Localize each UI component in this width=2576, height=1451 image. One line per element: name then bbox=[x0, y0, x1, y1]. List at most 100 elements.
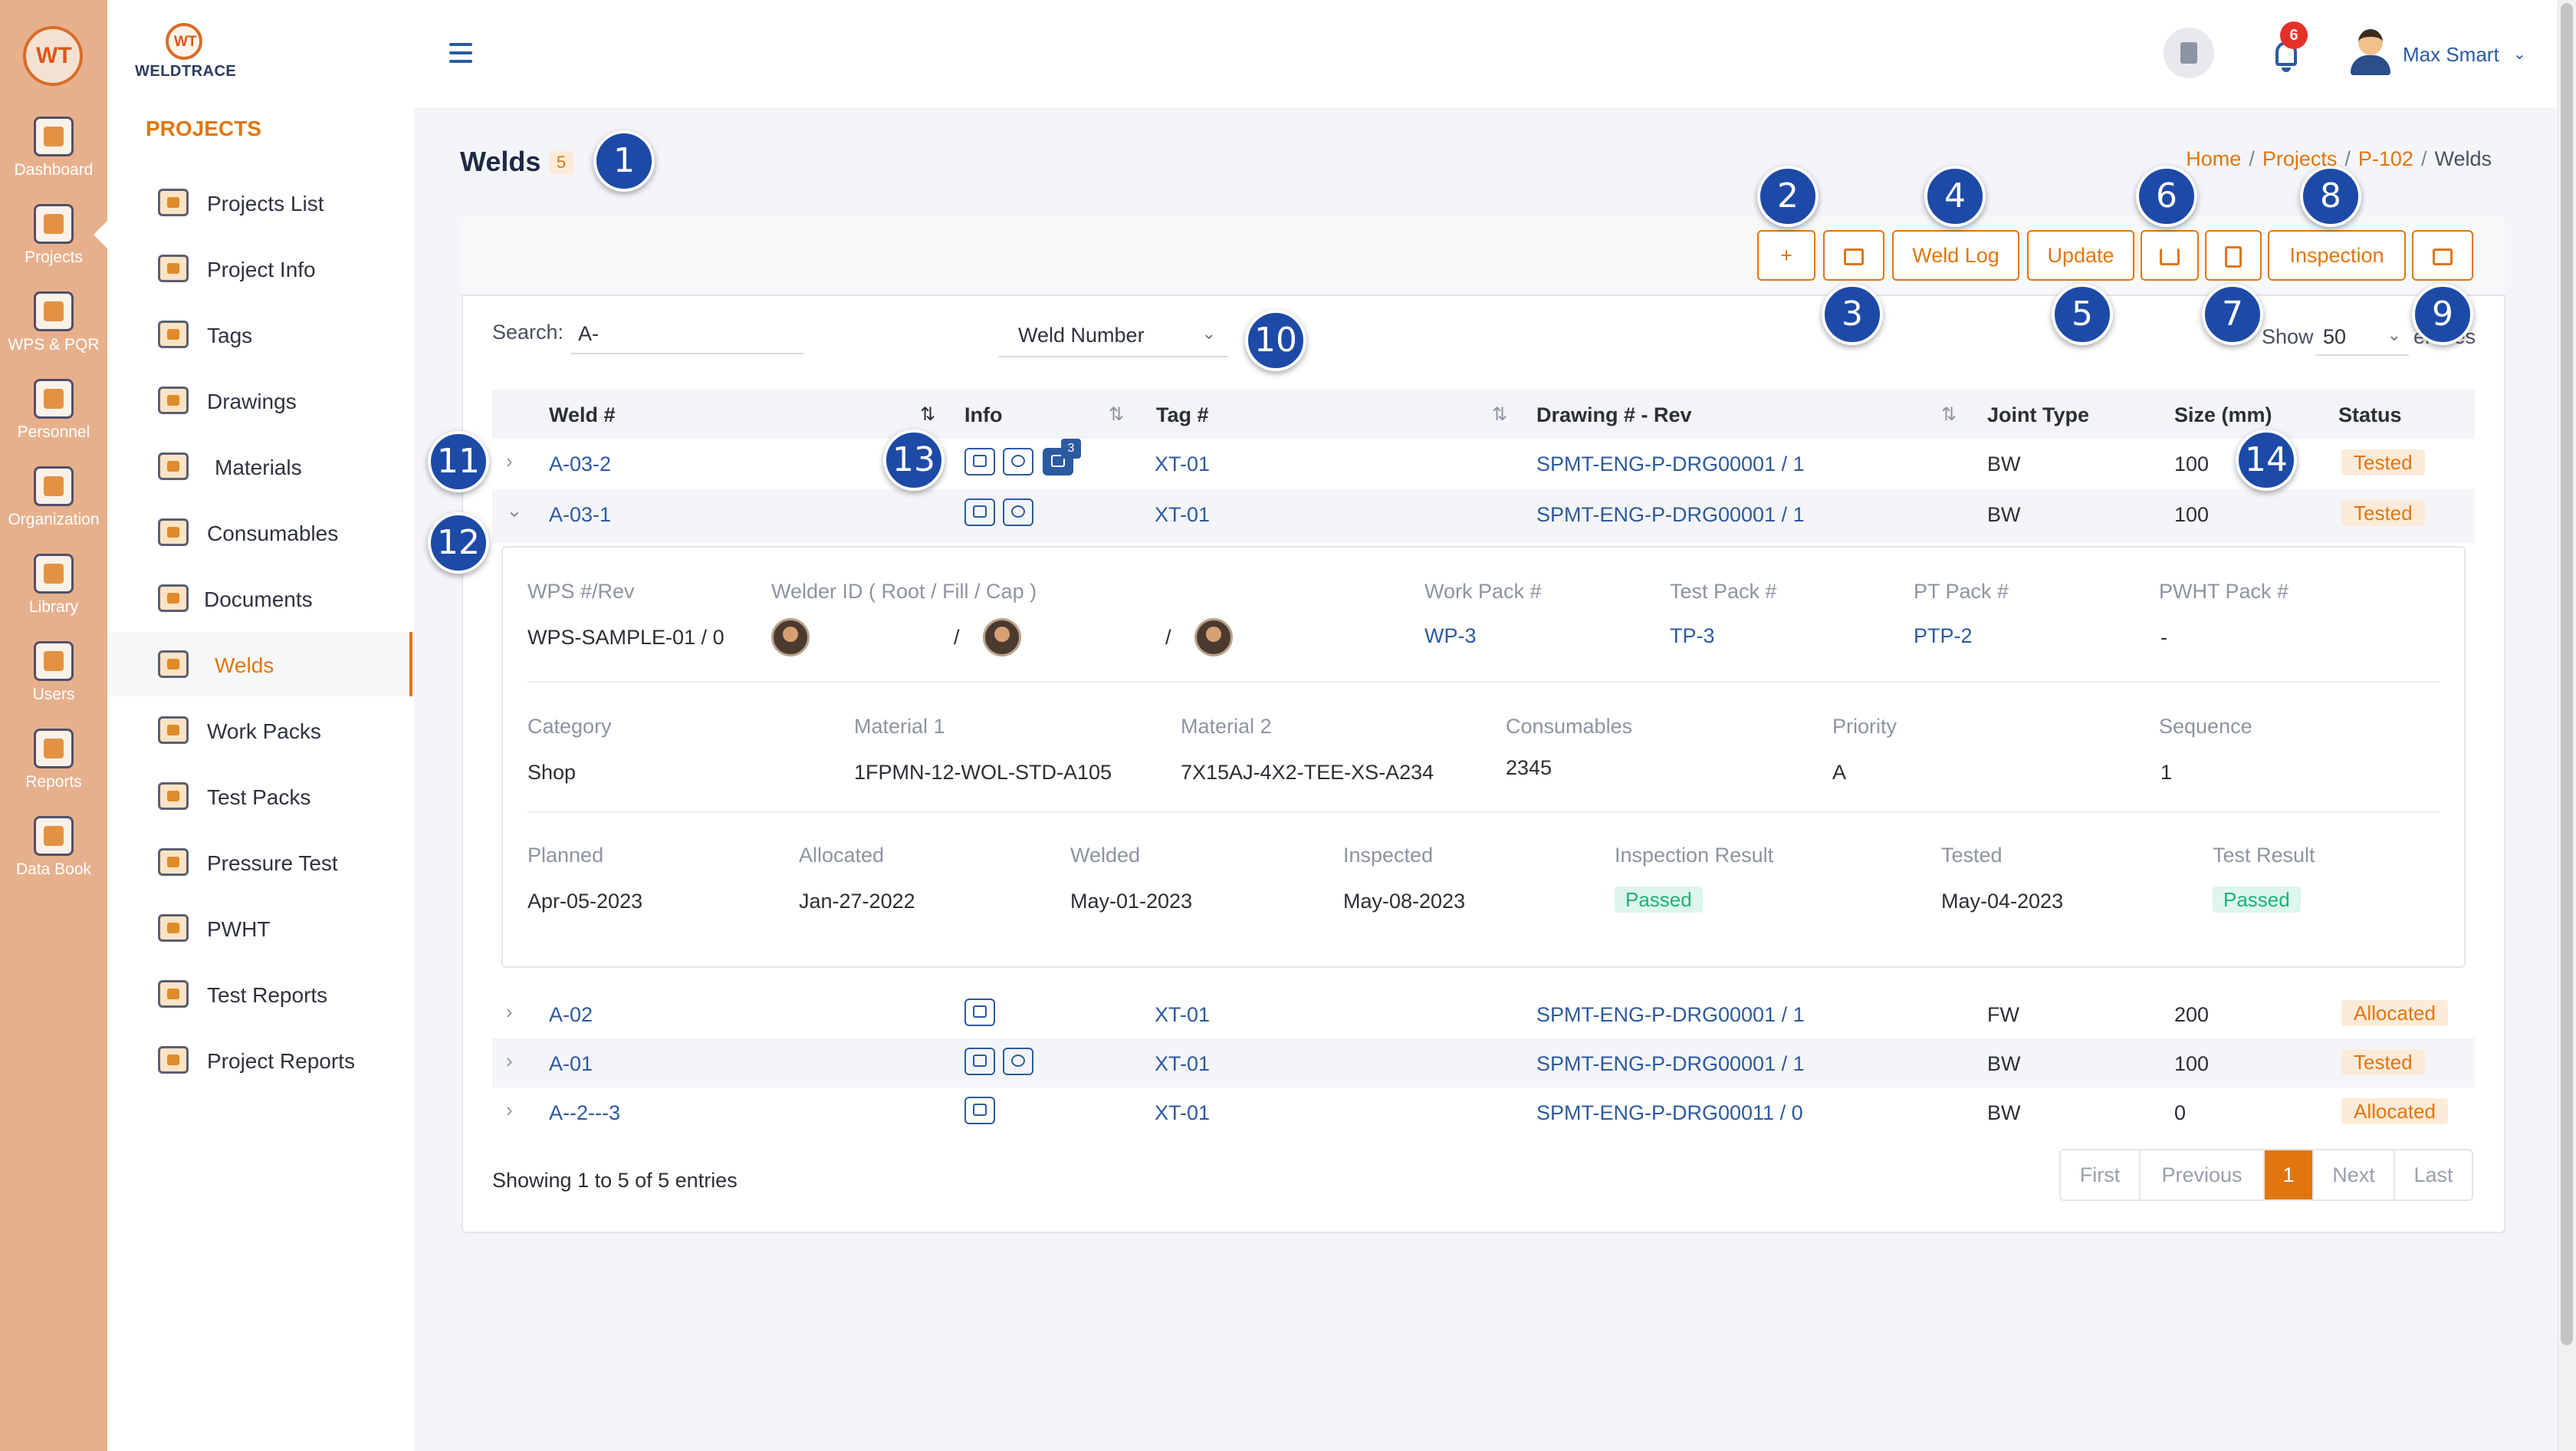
weld-number-link[interactable]: A--2---3 bbox=[549, 1101, 620, 1124]
column-header-size[interactable]: Size (mm) bbox=[2174, 403, 2272, 426]
hamburger-menu-icon[interactable] bbox=[449, 43, 472, 64]
sort-icon[interactable]: ⇅ bbox=[920, 404, 936, 425]
drawing-link[interactable]: SPMT-ENG-P-DRG00001 / 1 bbox=[1536, 503, 1805, 526]
rail-item-personnel[interactable]: Personnel bbox=[0, 379, 107, 463]
weld-log-button[interactable]: Weld Log bbox=[1892, 230, 2019, 281]
sidebar-item-test-reports[interactable]: Test Reports bbox=[107, 962, 412, 1026]
tag-link[interactable]: XT-01 bbox=[1155, 1003, 1211, 1026]
document-info-icon[interactable] bbox=[964, 1097, 995, 1124]
rail-item-library[interactable]: Library bbox=[0, 554, 107, 638]
pt-pack-link[interactable]: PTP-2 bbox=[1914, 624, 1973, 647]
column-header-status[interactable]: Status bbox=[2338, 403, 2402, 426]
welder-root-avatar[interactable] bbox=[771, 618, 810, 656]
tag-link[interactable]: XT-01 bbox=[1155, 452, 1211, 475]
sort-icon[interactable]: ⇅ bbox=[1109, 404, 1125, 425]
work-pack-link[interactable]: WP-3 bbox=[1424, 624, 1477, 647]
sort-icon[interactable]: ⇅ bbox=[1492, 404, 1508, 425]
sidebar-item-drawings[interactable]: Drawings bbox=[107, 368, 412, 433]
pagination-first[interactable]: First bbox=[2061, 1150, 2141, 1199]
tag-link[interactable]: XT-01 bbox=[1155, 503, 1211, 526]
rail-item-reports[interactable]: Reports bbox=[0, 729, 107, 813]
table-row[interactable]: › A-03-2 3 XT-01 SPMT-ENG-P-DRG00001 / 1… bbox=[492, 439, 2475, 488]
drawing-link[interactable]: SPMT-ENG-P-DRG00001 / 1 bbox=[1536, 1003, 1805, 1026]
drawing-link[interactable]: SPMT-ENG-P-DRG00011 / 0 bbox=[1536, 1101, 1803, 1124]
weld-number-link[interactable]: A-03-1 bbox=[549, 503, 612, 526]
sidebar-item-consumables[interactable]: Consumables bbox=[107, 500, 412, 564]
table-row[interactable]: › A--2---3 XT-01 SPMT-ENG-P-DRG00011 / 0… bbox=[492, 1087, 2475, 1137]
sidebar-item-tags[interactable]: Tags bbox=[107, 302, 412, 367]
breadcrumb-home[interactable]: Home bbox=[2186, 147, 2242, 170]
export-excel-button[interactable] bbox=[2205, 230, 2262, 281]
inspect-magnifier-icon[interactable] bbox=[1003, 498, 1033, 526]
rail-item-dashboard[interactable]: Dashboard bbox=[0, 117, 107, 201]
rail-item-users[interactable]: Users bbox=[0, 641, 107, 726]
table-row[interactable]: › A-02 XT-01 SPMT-ENG-P-DRG00001 / 1 FW … bbox=[492, 989, 2475, 1038]
pagination-previous[interactable]: Previous bbox=[2141, 1150, 2265, 1199]
weld-number-link[interactable]: A-02 bbox=[549, 1003, 593, 1026]
download-button[interactable] bbox=[2141, 230, 2199, 281]
inspection-button[interactable]: Inspection bbox=[2268, 230, 2406, 281]
document-info-icon[interactable] bbox=[964, 498, 995, 526]
sidebar-item-project-reports[interactable]: Project Reports bbox=[107, 1028, 412, 1092]
pagination-next[interactable]: Next bbox=[2314, 1150, 2395, 1199]
sidebar-item-welds[interactable]: Welds bbox=[107, 632, 412, 696]
test-pack-link[interactable]: TP-3 bbox=[1670, 624, 1715, 647]
pagination-last[interactable]: Last bbox=[2413, 1163, 2453, 1186]
sidebar-item-materials[interactable]: Materials bbox=[107, 434, 412, 498]
sidebar-item-work-packs[interactable]: Work Packs bbox=[107, 698, 412, 762]
sidebar-item-test-packs[interactable]: Test Packs bbox=[107, 764, 412, 828]
sidebar-item-project-info[interactable]: Project Info bbox=[107, 236, 412, 301]
inspect-magnifier-icon[interactable] bbox=[1003, 448, 1033, 475]
column-header-weld[interactable]: Weld # bbox=[549, 403, 616, 426]
chevron-down-icon[interactable]: ⌄ bbox=[2513, 46, 2526, 63]
drawing-link[interactable]: SPMT-ENG-P-DRG00001 / 1 bbox=[1536, 1052, 1805, 1075]
weld-number-link[interactable]: A-01 bbox=[549, 1052, 593, 1075]
weld-number-link[interactable]: A-03-2 bbox=[549, 452, 612, 475]
toolbox-button[interactable] bbox=[2412, 230, 2473, 281]
collapse-chevron-icon[interactable]: ⌄ bbox=[506, 498, 523, 522]
column-header-tag[interactable]: Tag # bbox=[1156, 403, 1209, 426]
tag-link[interactable]: XT-01 bbox=[1155, 1052, 1211, 1075]
document-info-icon[interactable] bbox=[964, 999, 995, 1026]
pagination-page-1[interactable]: 1 bbox=[2265, 1150, 2314, 1199]
expand-chevron-icon[interactable]: › bbox=[506, 449, 513, 472]
rail-item-projects[interactable]: Projects bbox=[0, 204, 107, 288]
weldtrace-brand[interactable]: WT WELDTRACE bbox=[135, 23, 242, 84]
user-menu[interactable]: Max Smart bbox=[2403, 43, 2499, 66]
drawing-link[interactable]: SPMT-ENG-P-DRG00001 / 1 bbox=[1536, 452, 1805, 475]
column-header-info[interactable]: Info bbox=[964, 403, 1003, 426]
column-header-drawing[interactable]: Drawing # - Rev bbox=[1536, 403, 1692, 426]
app-logo[interactable]: WT bbox=[23, 26, 83, 86]
document-info-icon[interactable] bbox=[964, 1048, 995, 1075]
update-button[interactable]: Update bbox=[2027, 230, 2134, 281]
expand-chevron-icon[interactable]: › bbox=[506, 1049, 513, 1072]
search-field-select[interactable]: Weld Number ⌄ bbox=[998, 314, 1228, 357]
sidebar-item-pressure-test[interactable]: Pressure Test bbox=[107, 830, 412, 894]
expand-chevron-icon[interactable]: › bbox=[506, 1098, 513, 1121]
rail-item-data-book[interactable]: Data Book bbox=[0, 816, 107, 900]
rail-item-wps-pqr[interactable]: WPS & PQR bbox=[0, 291, 107, 376]
document-info-icon[interactable] bbox=[964, 448, 995, 475]
test-report-icon bbox=[158, 980, 189, 1008]
tag-link[interactable]: XT-01 bbox=[1155, 1101, 1211, 1124]
page-size-select[interactable]: 50 ⌄ bbox=[2315, 314, 2409, 356]
sidebar-item-projects-list[interactable]: Projects List bbox=[107, 170, 412, 235]
column-settings-button[interactable] bbox=[1823, 230, 1884, 281]
sidebar-item-documents[interactable]: Documents bbox=[107, 566, 412, 630]
user-avatar[interactable] bbox=[2349, 29, 2392, 75]
add-weld-button[interactable]: + bbox=[1757, 230, 1815, 281]
page-scrollbar-thumb[interactable] bbox=[2561, 3, 2573, 1345]
welder-cap-avatar[interactable] bbox=[1194, 618, 1233, 656]
inspect-magnifier-icon[interactable] bbox=[1003, 1048, 1033, 1075]
sort-icon[interactable]: ⇅ bbox=[1941, 404, 1957, 425]
search-input[interactable] bbox=[570, 314, 803, 354]
breadcrumb-project[interactable]: P-102 bbox=[2358, 147, 2413, 170]
column-header-joint-type[interactable]: Joint Type bbox=[1987, 403, 2090, 426]
welder-fill-avatar[interactable] bbox=[983, 618, 1021, 656]
sidebar-item-pwht[interactable]: PWHT bbox=[107, 896, 412, 960]
expand-chevron-icon[interactable]: › bbox=[506, 1000, 513, 1023]
rail-item-organization[interactable]: Organization bbox=[0, 466, 107, 551]
manual-book-button[interactable] bbox=[2164, 28, 2214, 78]
table-row-expanded[interactable]: ⌄ A-03-1 XT-01 SPMT-ENG-P-DRG00001 / 1 B… bbox=[492, 489, 2475, 543]
table-row[interactable]: › A-01 XT-01 SPMT-ENG-P-DRG00001 / 1 BW … bbox=[492, 1038, 2475, 1087]
